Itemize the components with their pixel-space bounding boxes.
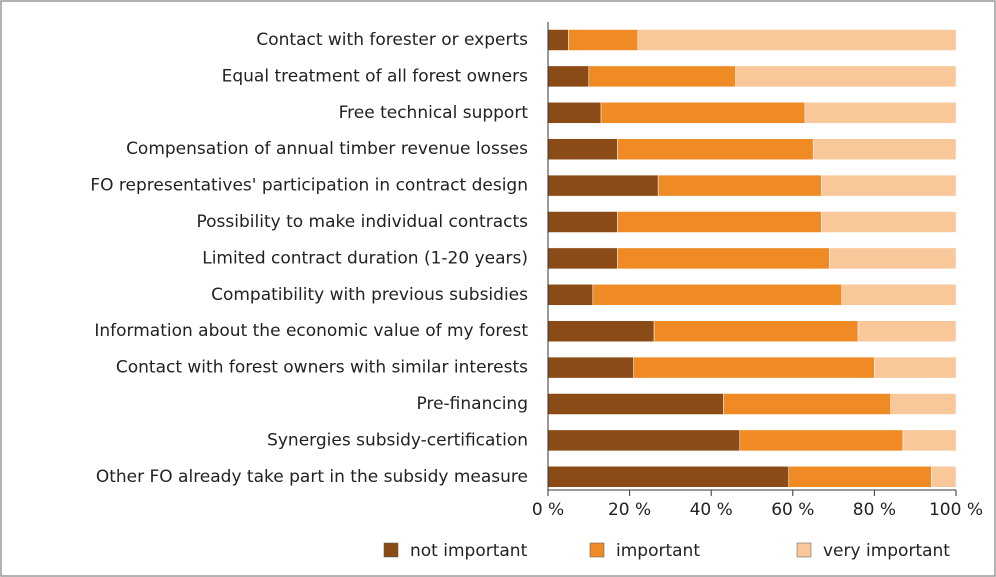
legend-swatch — [796, 542, 812, 558]
legend-swatch — [383, 542, 399, 558]
bar-segment — [547, 247, 618, 270]
x-tick-label: 80 % — [853, 500, 896, 520]
bar-segment — [739, 429, 904, 452]
bar-segment — [821, 211, 957, 233]
bar-segment — [617, 247, 830, 270]
bar-segment — [592, 284, 843, 306]
category-label: Compatibility with previous subsidies — [211, 285, 528, 305]
bar-segment — [547, 138, 618, 160]
category-label: Equal treatment of all forest owners — [222, 66, 529, 86]
bar-segment — [637, 29, 957, 51]
bar-segment — [841, 284, 957, 306]
category-label: Synergies subsidy-certification — [267, 430, 528, 450]
bar-segment — [568, 29, 639, 51]
bar-segment — [547, 393, 724, 415]
x-tick-label: 60 % — [771, 500, 814, 520]
bar-segment — [788, 466, 932, 488]
bar-segment — [547, 466, 789, 488]
legend-label: very important — [823, 541, 950, 561]
x-tick-label: 40 % — [690, 500, 733, 520]
bar-segment — [931, 466, 957, 488]
category-label: Free technical support — [339, 103, 529, 123]
bar-segment — [547, 320, 655, 342]
bar-segment — [547, 356, 634, 379]
category-label: Information about the economic value of … — [94, 321, 528, 341]
bar-segment — [821, 174, 957, 197]
bar-segment — [547, 284, 594, 306]
category-label: Contact with forester or experts — [256, 30, 528, 50]
legend-label: important — [616, 541, 700, 561]
bar-segment — [890, 393, 957, 415]
bar-segment — [633, 356, 875, 379]
x-tick-label: 100 % — [929, 500, 983, 520]
category-label: Pre-financing — [417, 394, 528, 414]
category-label: FO representatives' participation in con… — [90, 176, 528, 196]
legend-label: not important — [410, 541, 528, 561]
bar-segment — [874, 356, 957, 379]
legend-swatch — [589, 542, 605, 558]
x-tick-label: 0 % — [532, 500, 564, 520]
bar-segment — [857, 320, 957, 342]
bar-segment — [617, 138, 814, 160]
category-label: Other FO already take part in the subsid… — [96, 467, 528, 487]
bar-segment — [902, 429, 957, 452]
bar-segment — [829, 247, 957, 270]
bar-segment — [600, 102, 806, 124]
category-label: Compensation of annual timber revenue lo… — [126, 139, 528, 159]
category-label: Contact with forest owners with similar … — [116, 358, 528, 378]
category-label: Possibility to make individual contracts — [197, 212, 529, 232]
bar-segment — [653, 320, 859, 342]
bar-segment — [547, 102, 602, 124]
category-label: Limited contract duration (1-20 years) — [202, 248, 528, 268]
bar-segment — [547, 174, 659, 197]
bar-segment — [547, 211, 618, 233]
bar-segment — [547, 429, 741, 452]
bar-segment — [547, 29, 569, 51]
bar-segment — [657, 174, 822, 197]
bar-segment — [617, 211, 822, 233]
bar-segment — [804, 102, 957, 124]
bar-segment — [547, 65, 590, 88]
bar-segment — [735, 65, 957, 88]
bar-segment — [723, 393, 891, 415]
bar-segment — [588, 65, 736, 88]
bar-segment — [812, 138, 957, 160]
x-tick-label: 20 % — [608, 500, 651, 520]
